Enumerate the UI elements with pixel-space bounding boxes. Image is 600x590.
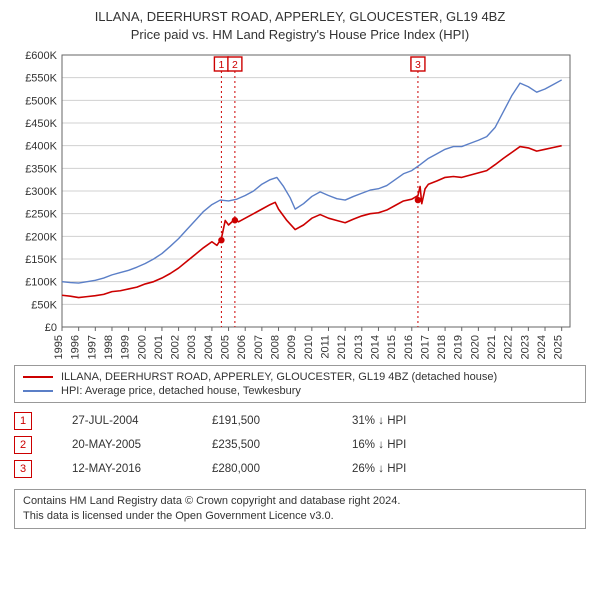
svg-text:1996: 1996 xyxy=(70,335,82,359)
svg-text:1: 1 xyxy=(218,59,224,71)
marker-diff: 26% ↓ HPI xyxy=(352,463,406,475)
svg-text:2012: 2012 xyxy=(336,335,348,359)
svg-text:2022: 2022 xyxy=(503,335,515,359)
svg-text:2001: 2001 xyxy=(153,335,165,359)
svg-text:£150K: £150K xyxy=(25,254,57,266)
marker-date: 12-MAY-2016 xyxy=(72,463,172,475)
legend-label: ILLANA, DEERHURST ROAD, APPERLEY, GLOUCE… xyxy=(61,371,497,383)
marker-price: £280,000 xyxy=(212,463,312,475)
svg-text:£50K: £50K xyxy=(31,299,57,311)
svg-text:£400K: £400K xyxy=(25,141,57,153)
svg-text:2024: 2024 xyxy=(536,335,548,359)
svg-text:1999: 1999 xyxy=(120,335,132,359)
legend-swatch-red xyxy=(23,376,53,378)
price-chart-svg: £0 £50K £100K £150K £200K £250K £300K £350K £400… xyxy=(14,49,574,359)
svg-text:£200K: £200K xyxy=(25,231,57,243)
svg-text:1995: 1995 xyxy=(53,335,65,359)
legend-box: ILLANA, DEERHURST ROAD, APPERLEY, GLOUCE… xyxy=(14,365,586,403)
marker-badge: 3 xyxy=(14,460,32,478)
marker-price: £235,500 xyxy=(212,439,312,451)
svg-text:2005: 2005 xyxy=(220,335,232,359)
legend-swatch-blue xyxy=(23,390,53,392)
svg-text:2007: 2007 xyxy=(253,335,265,359)
svg-text:2000: 2000 xyxy=(136,335,148,359)
legend-row: ILLANA, DEERHURST ROAD, APPERLEY, GLOUCE… xyxy=(23,370,577,384)
svg-text:2014: 2014 xyxy=(369,335,381,359)
marker-date: 27-JUL-2004 xyxy=(72,415,172,427)
title-line1: ILLANA, DEERHURST ROAD, APPERLEY, GLOUCE… xyxy=(14,8,586,26)
svg-text:£0: £0 xyxy=(45,322,57,334)
chart-title: ILLANA, DEERHURST ROAD, APPERLEY, GLOUCE… xyxy=(14,8,586,43)
svg-text:2019: 2019 xyxy=(453,335,465,359)
svg-text:2023: 2023 xyxy=(519,335,531,359)
svg-text:1997: 1997 xyxy=(86,335,98,359)
svg-text:2008: 2008 xyxy=(270,335,282,359)
marker-price: £191,500 xyxy=(212,415,312,427)
sale-markers-table: 1 27-JUL-2004 £191,500 31% ↓ HPI 2 20-MA… xyxy=(14,409,586,481)
svg-text:£500K: £500K xyxy=(25,95,57,107)
attribution-box: Contains HM Land Registry data © Crown c… xyxy=(14,489,586,529)
chart-area: £0 £50K £100K £150K £200K £250K £300K £350K £400… xyxy=(14,49,586,359)
svg-text:2017: 2017 xyxy=(419,335,431,359)
marker-diff: 16% ↓ HPI xyxy=(352,439,406,451)
marker-badge: 2 xyxy=(14,436,32,454)
marker-date: 20-MAY-2005 xyxy=(72,439,172,451)
svg-text:2018: 2018 xyxy=(436,335,448,359)
marker-row: 2 20-MAY-2005 £235,500 16% ↓ HPI xyxy=(14,433,586,457)
marker-diff: 31% ↓ HPI xyxy=(352,415,406,427)
svg-text:£450K: £450K xyxy=(25,118,57,130)
svg-text:2004: 2004 xyxy=(203,335,215,359)
svg-text:£600K: £600K xyxy=(25,50,57,62)
legend-row: HPI: Average price, detached house, Tewk… xyxy=(23,384,577,398)
svg-text:£550K: £550K xyxy=(25,73,57,85)
svg-text:2013: 2013 xyxy=(353,335,365,359)
svg-text:£350K: £350K xyxy=(25,163,57,175)
title-line2: Price paid vs. HM Land Registry's House … xyxy=(14,26,586,44)
svg-text:£250K: £250K xyxy=(25,209,57,221)
svg-text:£100K: £100K xyxy=(25,277,57,289)
svg-text:2006: 2006 xyxy=(236,335,248,359)
svg-text:3: 3 xyxy=(415,59,421,71)
svg-text:£300K: £300K xyxy=(25,186,57,198)
svg-text:2025: 2025 xyxy=(553,335,565,359)
svg-text:2016: 2016 xyxy=(403,335,415,359)
marker-row: 3 12-MAY-2016 £280,000 26% ↓ HPI xyxy=(14,457,586,481)
marker-badge: 1 xyxy=(14,412,32,430)
svg-text:2021: 2021 xyxy=(486,335,498,359)
svg-text:2010: 2010 xyxy=(303,335,315,359)
legend-label: HPI: Average price, detached house, Tewk… xyxy=(61,385,301,397)
svg-text:1998: 1998 xyxy=(103,335,115,359)
attribution-line: Contains HM Land Registry data © Crown c… xyxy=(23,494,577,509)
svg-text:2003: 2003 xyxy=(186,335,198,359)
svg-text:2002: 2002 xyxy=(170,335,182,359)
svg-text:2020: 2020 xyxy=(469,335,481,359)
svg-text:2009: 2009 xyxy=(286,335,298,359)
attribution-line: This data is licensed under the Open Gov… xyxy=(23,509,577,524)
svg-text:2015: 2015 xyxy=(386,335,398,359)
svg-text:2: 2 xyxy=(232,59,238,71)
svg-text:2011: 2011 xyxy=(319,335,331,359)
marker-row: 1 27-JUL-2004 £191,500 31% ↓ HPI xyxy=(14,409,586,433)
